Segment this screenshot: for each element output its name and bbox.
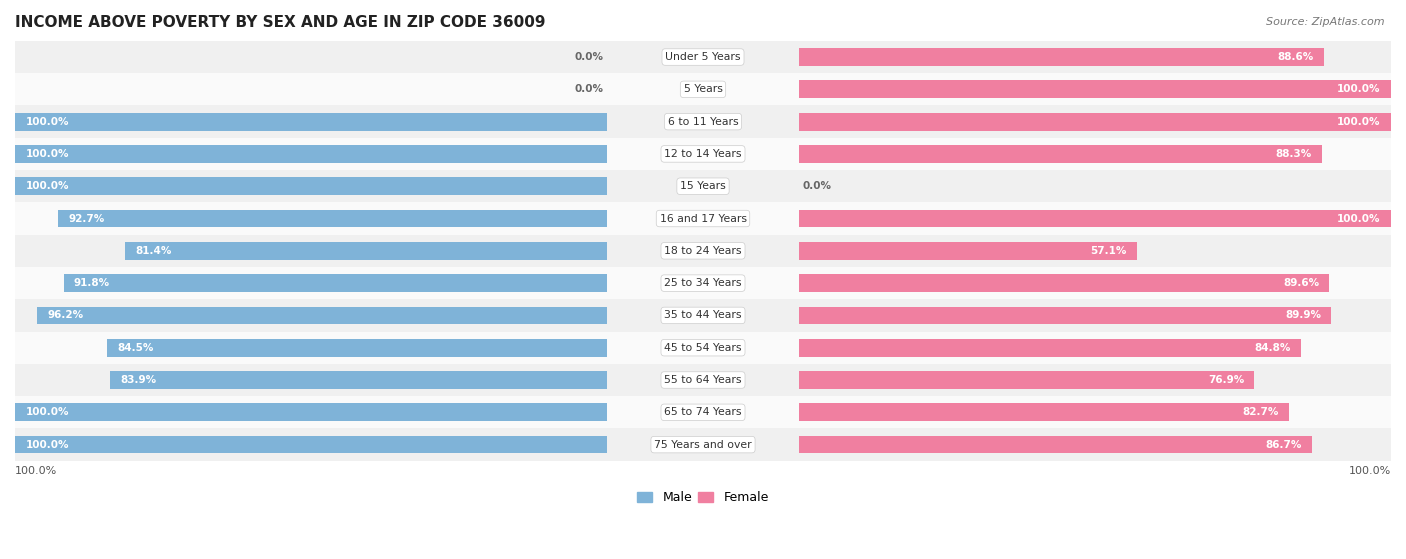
Text: 96.2%: 96.2% xyxy=(48,310,84,320)
FancyBboxPatch shape xyxy=(800,339,1301,357)
FancyBboxPatch shape xyxy=(15,113,606,130)
Text: 18 to 24 Years: 18 to 24 Years xyxy=(664,246,742,256)
Text: 0.0%: 0.0% xyxy=(574,84,603,94)
Text: 88.3%: 88.3% xyxy=(1275,149,1312,159)
Text: 15 Years: 15 Years xyxy=(681,181,725,191)
FancyBboxPatch shape xyxy=(15,177,606,195)
FancyBboxPatch shape xyxy=(800,371,1254,389)
FancyBboxPatch shape xyxy=(800,404,1289,421)
FancyBboxPatch shape xyxy=(15,202,1391,235)
FancyBboxPatch shape xyxy=(800,306,1331,324)
Text: 25 to 34 Years: 25 to 34 Years xyxy=(664,278,742,288)
Text: 100.0%: 100.0% xyxy=(1337,214,1381,224)
Text: 84.5%: 84.5% xyxy=(117,343,153,353)
FancyBboxPatch shape xyxy=(38,306,606,324)
Text: 57.1%: 57.1% xyxy=(1091,246,1126,256)
FancyBboxPatch shape xyxy=(800,435,1312,453)
FancyBboxPatch shape xyxy=(800,113,1391,130)
FancyBboxPatch shape xyxy=(15,73,1391,106)
Text: 86.7%: 86.7% xyxy=(1265,439,1302,449)
Text: 75 Years and over: 75 Years and over xyxy=(654,439,752,449)
Text: 12 to 14 Years: 12 to 14 Years xyxy=(664,149,742,159)
Text: 100.0%: 100.0% xyxy=(1337,84,1381,94)
Text: 76.9%: 76.9% xyxy=(1208,375,1244,385)
FancyBboxPatch shape xyxy=(15,299,1391,331)
Text: Under 5 Years: Under 5 Years xyxy=(665,52,741,62)
Text: 82.7%: 82.7% xyxy=(1241,408,1278,418)
Text: 35 to 44 Years: 35 to 44 Years xyxy=(664,310,742,320)
FancyBboxPatch shape xyxy=(15,267,1391,299)
FancyBboxPatch shape xyxy=(15,331,1391,364)
FancyBboxPatch shape xyxy=(800,274,1330,292)
FancyBboxPatch shape xyxy=(15,435,606,453)
Text: 81.4%: 81.4% xyxy=(135,246,172,256)
Text: 89.9%: 89.9% xyxy=(1285,310,1320,320)
FancyBboxPatch shape xyxy=(800,242,1137,260)
Text: 92.7%: 92.7% xyxy=(69,214,105,224)
Text: 91.8%: 91.8% xyxy=(75,278,110,288)
Text: 100.0%: 100.0% xyxy=(25,181,69,191)
FancyBboxPatch shape xyxy=(15,138,1391,170)
Text: 100.0%: 100.0% xyxy=(25,439,69,449)
FancyBboxPatch shape xyxy=(110,371,606,389)
FancyBboxPatch shape xyxy=(15,428,1391,461)
FancyBboxPatch shape xyxy=(15,106,1391,138)
FancyBboxPatch shape xyxy=(15,404,606,421)
FancyBboxPatch shape xyxy=(800,210,1391,228)
FancyBboxPatch shape xyxy=(15,235,1391,267)
FancyBboxPatch shape xyxy=(63,274,606,292)
FancyBboxPatch shape xyxy=(15,170,1391,202)
Text: 89.6%: 89.6% xyxy=(1284,278,1319,288)
FancyBboxPatch shape xyxy=(15,145,606,163)
FancyBboxPatch shape xyxy=(800,48,1323,66)
Text: 88.6%: 88.6% xyxy=(1277,52,1313,62)
Text: 0.0%: 0.0% xyxy=(803,181,832,191)
Text: 6 to 11 Years: 6 to 11 Years xyxy=(668,117,738,127)
Text: 100.0%: 100.0% xyxy=(15,466,58,476)
Text: 100.0%: 100.0% xyxy=(1348,466,1391,476)
Text: 100.0%: 100.0% xyxy=(25,117,69,127)
Text: 100.0%: 100.0% xyxy=(1337,117,1381,127)
Text: 5 Years: 5 Years xyxy=(683,84,723,94)
Text: 55 to 64 Years: 55 to 64 Years xyxy=(664,375,742,385)
FancyBboxPatch shape xyxy=(15,41,1391,73)
Text: Source: ZipAtlas.com: Source: ZipAtlas.com xyxy=(1267,17,1385,27)
FancyBboxPatch shape xyxy=(58,210,606,228)
Legend: Male, Female: Male, Female xyxy=(633,486,773,509)
Text: 45 to 54 Years: 45 to 54 Years xyxy=(664,343,742,353)
Text: 100.0%: 100.0% xyxy=(25,149,69,159)
FancyBboxPatch shape xyxy=(107,339,606,357)
Text: 16 and 17 Years: 16 and 17 Years xyxy=(659,214,747,224)
Text: 100.0%: 100.0% xyxy=(25,408,69,418)
Text: 0.0%: 0.0% xyxy=(574,52,603,62)
FancyBboxPatch shape xyxy=(125,242,606,260)
Text: 84.8%: 84.8% xyxy=(1254,343,1291,353)
FancyBboxPatch shape xyxy=(15,396,1391,428)
Text: INCOME ABOVE POVERTY BY SEX AND AGE IN ZIP CODE 36009: INCOME ABOVE POVERTY BY SEX AND AGE IN Z… xyxy=(15,15,546,30)
FancyBboxPatch shape xyxy=(15,364,1391,396)
Text: 65 to 74 Years: 65 to 74 Years xyxy=(664,408,742,418)
Text: 83.9%: 83.9% xyxy=(121,375,156,385)
FancyBboxPatch shape xyxy=(800,145,1322,163)
FancyBboxPatch shape xyxy=(800,80,1391,98)
